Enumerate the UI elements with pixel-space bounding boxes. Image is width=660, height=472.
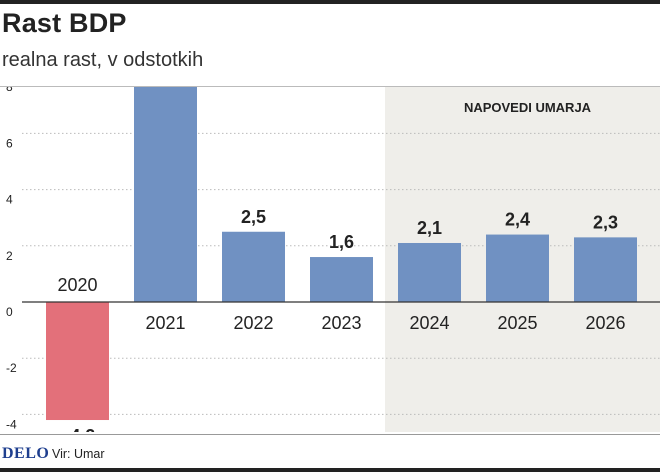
value-label: −4,2 <box>60 426 96 432</box>
value-label: 2,3 <box>593 212 618 232</box>
chart-subtitle: realna rast, v odstotkih <box>2 49 204 71</box>
bar-2022 <box>222 231 285 302</box>
bar-2023 <box>310 257 373 302</box>
chart-title: Rast BDP <box>2 8 127 38</box>
title-rule <box>0 86 660 87</box>
forecast-label: NAPOVEDI UMARJA <box>464 100 592 115</box>
bar-2024 <box>398 242 461 302</box>
category-label: 2025 <box>497 313 537 333</box>
y-tick-label: 6 <box>6 136 13 150</box>
bar-2026 <box>574 237 637 302</box>
value-label: 2,1 <box>417 218 442 238</box>
category-label: 2024 <box>409 313 449 333</box>
category-label: 2020 <box>57 275 97 295</box>
y-tick-label: -2 <box>6 361 17 375</box>
bar-2021 <box>134 87 197 302</box>
y-tick-label: 4 <box>6 193 13 207</box>
y-tick-label: 0 <box>6 305 13 319</box>
y-tick-label: 2 <box>6 249 13 263</box>
source-note: Vir: Umar <box>52 447 105 461</box>
category-label: 2026 <box>585 313 625 333</box>
category-label: 2023 <box>321 313 361 333</box>
value-label: 1,6 <box>329 232 354 252</box>
category-label: 2022 <box>233 313 273 333</box>
y-tick-label: -4 <box>6 417 17 431</box>
bar-2020 <box>46 302 109 421</box>
value-label: 2,4 <box>505 210 530 230</box>
bottom-rule <box>0 468 660 472</box>
category-label: 2021 <box>145 313 185 333</box>
top-rule <box>0 0 660 4</box>
footer-rule <box>0 434 660 435</box>
y-tick-label: 8 <box>6 87 13 94</box>
bar-2025 <box>486 234 549 302</box>
delo-logo: DELO <box>2 445 50 462</box>
value-label: 2,5 <box>241 207 266 227</box>
